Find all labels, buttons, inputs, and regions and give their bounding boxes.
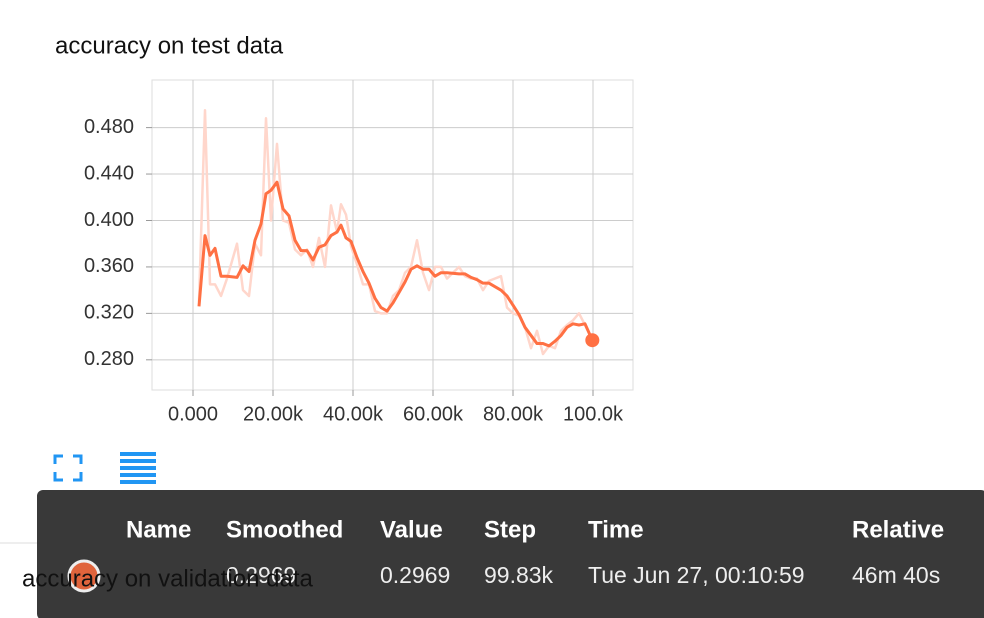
y-tick-label: 0.320 [84,302,134,324]
chart-title: accuracy on test data [55,32,284,59]
plot-area: 0.280 0.320 0.360 0.400 0.440 0.480 0.000 20.00… [84,79,634,425]
next-chart-title: accuracy on validation data [22,565,314,592]
x-tick-label: 60.00k [403,403,464,425]
raw-line [197,108,594,356]
x-tick-label: 0.000 [168,403,218,425]
tooltip-header: Relative [852,516,944,543]
smoothed-line [197,180,594,348]
tooltip-header: Time [588,516,644,543]
tooltip-header: Step [484,516,536,543]
tooltip-cell: Tue Jun 27, 00:10:59 [588,562,805,588]
y-tick-label: 0.440 [84,162,134,184]
y-tick-label: 0.280 [84,348,134,370]
y-tick-label: 0.360 [84,255,134,277]
tooltip-cell: 0.2969 [226,562,296,588]
y-tick-label: 0.400 [84,209,134,231]
fullscreen-icon[interactable] [53,454,83,482]
tooltip-background [37,490,984,618]
x-tick-label: 20.00k [243,403,304,425]
x-tick-label: 100.0k [563,403,624,425]
x-tick-label: 80.00k [483,403,544,425]
tooltip-header: Value [380,516,443,543]
tooltip-cell: 99.83k [484,562,554,588]
tooltip: Name Smoothed Value Step Time Relative 0… [37,490,984,618]
hover-point [585,333,600,348]
series-swatch [67,559,101,593]
x-tick-label: 40.00k [323,403,384,425]
list-icon[interactable] [120,452,156,484]
tooltip-header: Name [126,516,191,543]
tooltip-cell: 46m 40s [852,562,940,588]
tooltip-cell: 0.2969 [380,562,450,588]
y-tick-label: 0.480 [84,116,134,138]
plot-frame [151,79,634,391]
tooltip-header: Smoothed [226,516,343,543]
